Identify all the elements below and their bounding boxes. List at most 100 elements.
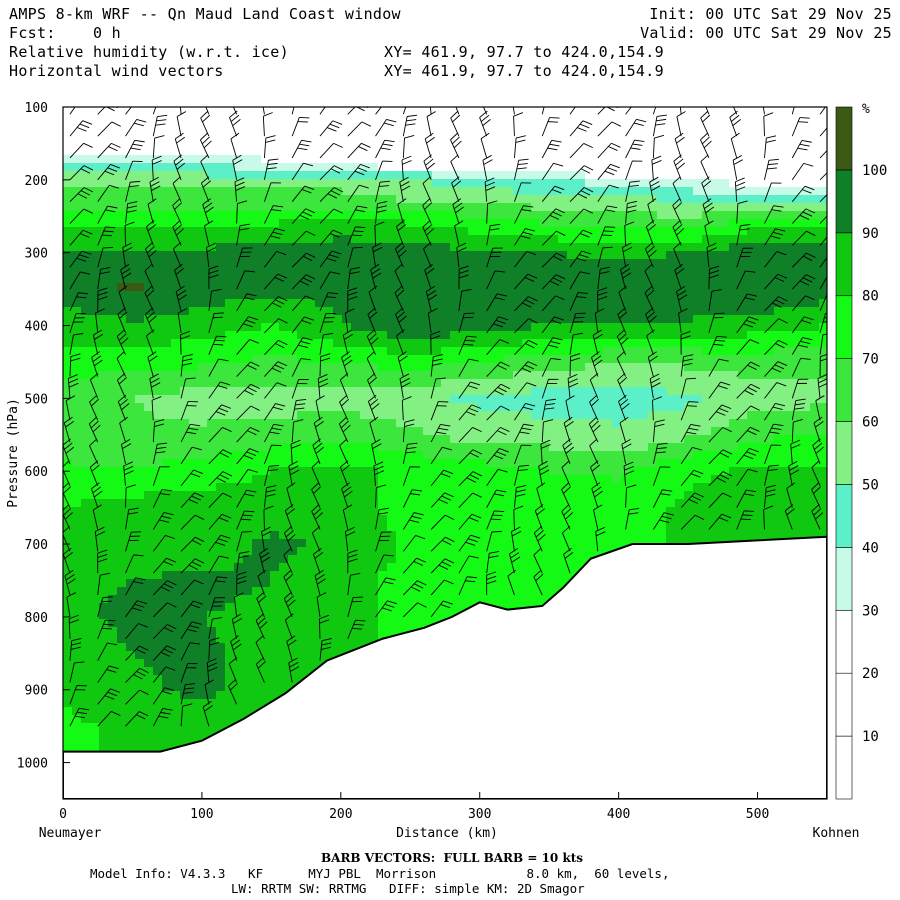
rh-cell <box>792 147 802 156</box>
rh-cell <box>738 411 748 420</box>
rh-cell <box>513 235 523 244</box>
rh-cell <box>675 499 685 508</box>
rh-cell <box>639 195 649 204</box>
rh-cell <box>342 139 352 148</box>
rh-cell <box>603 203 613 212</box>
rh-cell <box>207 475 217 484</box>
rh-cell <box>351 491 361 500</box>
rh-cell <box>234 459 244 468</box>
rh-cell <box>333 499 343 508</box>
rh-cell <box>765 443 775 452</box>
rh-cell <box>207 555 217 564</box>
rh-cell <box>171 283 181 292</box>
rh-cell <box>270 411 280 420</box>
rh-cell <box>396 539 406 548</box>
rh-cell <box>459 179 469 188</box>
rh-cell <box>576 211 586 220</box>
rh-cell <box>360 275 370 284</box>
rh-cell <box>810 307 820 316</box>
rh-cell <box>90 411 100 420</box>
rh-cell <box>630 475 640 484</box>
rh-cell <box>108 291 118 300</box>
rh-cell <box>216 467 226 476</box>
rh-cell <box>378 475 388 484</box>
rh-cell <box>513 435 523 444</box>
rh-cell <box>612 259 622 268</box>
rh-cell <box>693 331 703 340</box>
rh-cell <box>747 531 757 540</box>
rh-cell <box>549 451 559 460</box>
rh-cell <box>657 427 667 436</box>
rh-cell <box>72 467 82 476</box>
rh-cell <box>162 499 172 508</box>
rh-cell <box>756 339 766 348</box>
rh-cell <box>216 291 226 300</box>
rh-cell <box>414 347 424 356</box>
rh-cell <box>369 419 379 428</box>
rh-cell <box>495 179 505 188</box>
rh-cell <box>162 315 172 324</box>
rh-cell <box>324 459 334 468</box>
rh-cell <box>243 331 253 340</box>
rh-cell <box>486 107 496 116</box>
rh-cell <box>189 139 199 148</box>
rh-cell <box>324 275 334 284</box>
rh-cell <box>216 171 226 180</box>
rh-cell <box>783 531 793 540</box>
rh-cell <box>234 571 244 580</box>
rh-cell <box>342 171 352 180</box>
rh-cell <box>558 523 568 532</box>
rh-cell <box>756 139 766 148</box>
rh-cell <box>666 531 676 540</box>
rh-cell <box>261 419 271 428</box>
rh-cell <box>90 291 100 300</box>
rh-cell <box>378 387 388 396</box>
rh-cell <box>486 331 496 340</box>
rh-cell <box>720 323 730 332</box>
rh-cell <box>567 459 577 468</box>
rh-cell <box>252 323 262 332</box>
rh-cell <box>621 483 631 492</box>
rh-cell <box>396 507 406 516</box>
rh-cell <box>261 339 271 348</box>
rh-cell <box>351 331 361 340</box>
rh-cell <box>261 459 271 468</box>
rh-cell <box>720 339 730 348</box>
rh-cell <box>144 571 154 580</box>
rh-cell <box>450 107 460 116</box>
rh-cell <box>450 235 460 244</box>
rh-cell <box>144 155 154 164</box>
rh-cell <box>72 139 82 148</box>
rh-cell <box>513 419 523 428</box>
rh-cell <box>360 243 370 252</box>
rh-cell <box>225 227 235 236</box>
rh-cell <box>819 467 827 476</box>
rh-cell <box>387 379 397 388</box>
rh-cell <box>126 211 136 220</box>
rh-cell <box>648 227 658 236</box>
rh-cell <box>351 163 361 172</box>
rh-cell <box>126 411 136 420</box>
rh-cell <box>81 155 91 164</box>
rh-cell <box>819 147 827 156</box>
field1-label: Relative humidity (w.r.t. ice) <box>9 43 289 61</box>
rh-cell <box>693 163 703 172</box>
rh-cell <box>513 139 523 148</box>
rh-cell <box>405 163 415 172</box>
rh-cell <box>252 331 262 340</box>
rh-cell <box>423 211 433 220</box>
rh-cell <box>720 347 730 356</box>
rh-cell <box>396 499 406 508</box>
rh-cell <box>252 371 262 380</box>
rh-cell <box>594 491 604 500</box>
rh-cell <box>315 531 325 540</box>
rh-cell <box>396 403 406 412</box>
rh-cell <box>108 187 118 196</box>
rh-cell <box>576 379 586 388</box>
rh-cell <box>414 323 424 332</box>
rh-cell <box>108 139 118 148</box>
rh-cell <box>270 355 280 364</box>
rh-cell <box>675 283 685 292</box>
rh-cell <box>171 347 181 356</box>
rh-cell <box>414 115 424 124</box>
